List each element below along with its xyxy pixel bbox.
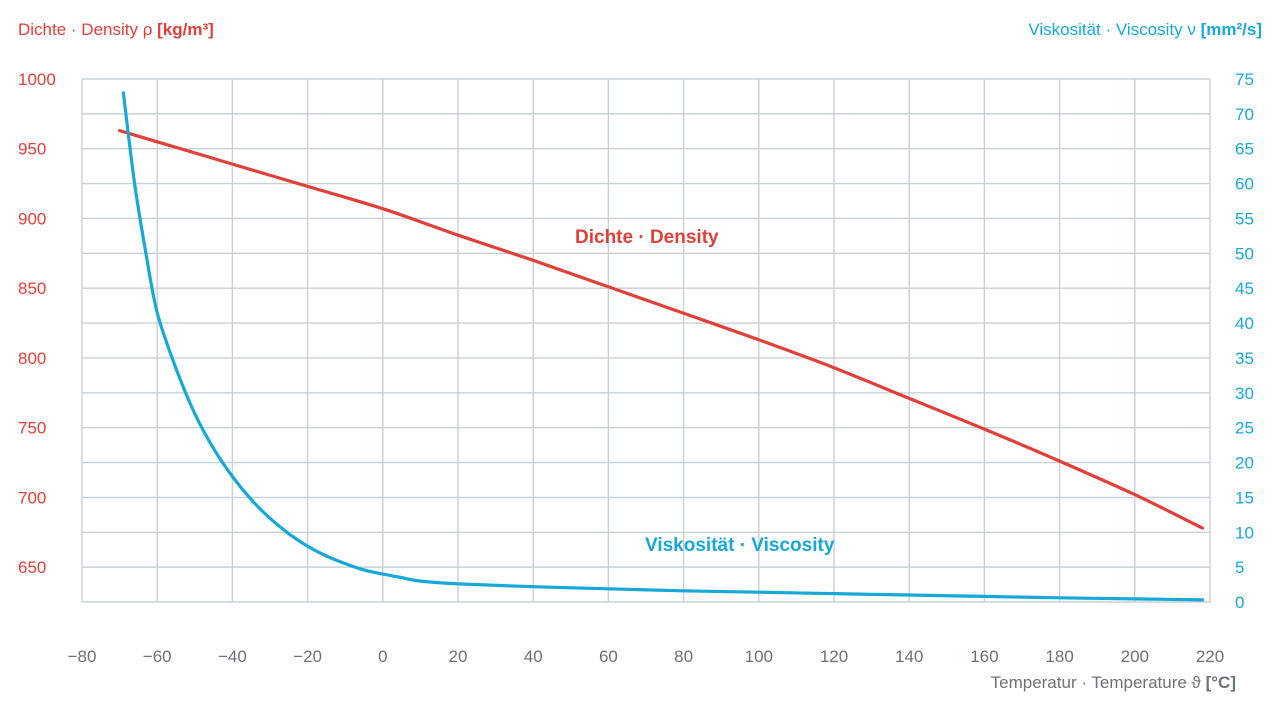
- left-tick-label: 950: [18, 140, 46, 159]
- x-tick-label: −20: [293, 647, 322, 666]
- right-tick-label: 20: [1235, 454, 1254, 473]
- left-axis-title-text: Dichte · Density ρ: [18, 20, 152, 39]
- right-tick-label: 60: [1235, 175, 1254, 194]
- left-tick-label: 800: [18, 349, 46, 368]
- x-tick-label: −80: [68, 647, 97, 666]
- right-tick-label: 50: [1235, 244, 1254, 263]
- right-tick-label: 15: [1235, 488, 1254, 507]
- right-tick-label: 30: [1235, 384, 1254, 403]
- right-tick-label: 0: [1235, 593, 1244, 612]
- right-axis-title-text: Viskosität · Viscosity ν: [1028, 20, 1196, 39]
- x-tick-label: 220: [1196, 647, 1224, 666]
- left-tick-label: 850: [18, 279, 46, 298]
- right-axis-unit: [mm²/s]: [1201, 20, 1262, 39]
- density-line: [118, 129, 1205, 530]
- x-tick-label: 100: [745, 647, 773, 666]
- x-tick-label: 160: [970, 647, 998, 666]
- x-axis-unit: [°C]: [1206, 673, 1236, 692]
- right-tick-label: 40: [1235, 314, 1254, 333]
- left-tick-label: 650: [18, 558, 46, 577]
- viscosity-series-label: Viskosität · Viscosity: [645, 535, 835, 556]
- right-axis-title: Viskosität · Viscosity ν [mm²/s]: [1028, 20, 1262, 39]
- left-tick-label: 700: [18, 488, 46, 507]
- right-tick-label: 10: [1235, 523, 1254, 542]
- viscosity-line: [121, 91, 1205, 602]
- right-tick-label: 45: [1235, 279, 1254, 298]
- right-tick-label: 5: [1235, 558, 1244, 577]
- left-axis-unit: [kg/m³]: [157, 20, 214, 39]
- right-tick-label: 35: [1235, 349, 1254, 368]
- left-tick-label: 1000: [18, 70, 56, 89]
- right-tick-label: 65: [1235, 140, 1254, 159]
- x-tick-label: 200: [1121, 647, 1149, 666]
- x-tick-label: 140: [895, 647, 923, 666]
- x-tick-label: 180: [1045, 647, 1073, 666]
- x-axis-title: Temperatur · Temperature ϑ [°C]: [991, 673, 1236, 692]
- tick-labels: −80 −60 −40 −20 0 20 40 60 80 100 120 140 160 180 200 2…: [18, 70, 1254, 666]
- x-tick-label: 20: [449, 647, 468, 666]
- x-tick-label: 60: [599, 647, 618, 666]
- left-axis-title: Dichte · Density ρ [kg/m³]: [18, 20, 214, 39]
- right-tick-label: 75: [1235, 70, 1254, 89]
- left-tick-label: 750: [18, 419, 46, 438]
- right-tick-label: 25: [1235, 419, 1254, 438]
- x-tick-label: −60: [143, 647, 172, 666]
- series-layer: [118, 91, 1205, 602]
- right-tick-label: 55: [1235, 209, 1254, 228]
- left-tick-label: 900: [18, 209, 46, 228]
- x-axis-title-text: Temperatur · Temperature ϑ: [991, 673, 1202, 692]
- density-series-label: Dichte · Density: [575, 227, 719, 248]
- right-tick-label: 70: [1235, 105, 1254, 124]
- x-tick-label: 0: [378, 647, 387, 666]
- x-tick-label: 120: [820, 647, 848, 666]
- x-tick-label: 40: [524, 647, 543, 666]
- gridlines: [81, 78, 1211, 603]
- x-tick-label: −40: [218, 647, 247, 666]
- x-tick-label: 80: [674, 647, 693, 666]
